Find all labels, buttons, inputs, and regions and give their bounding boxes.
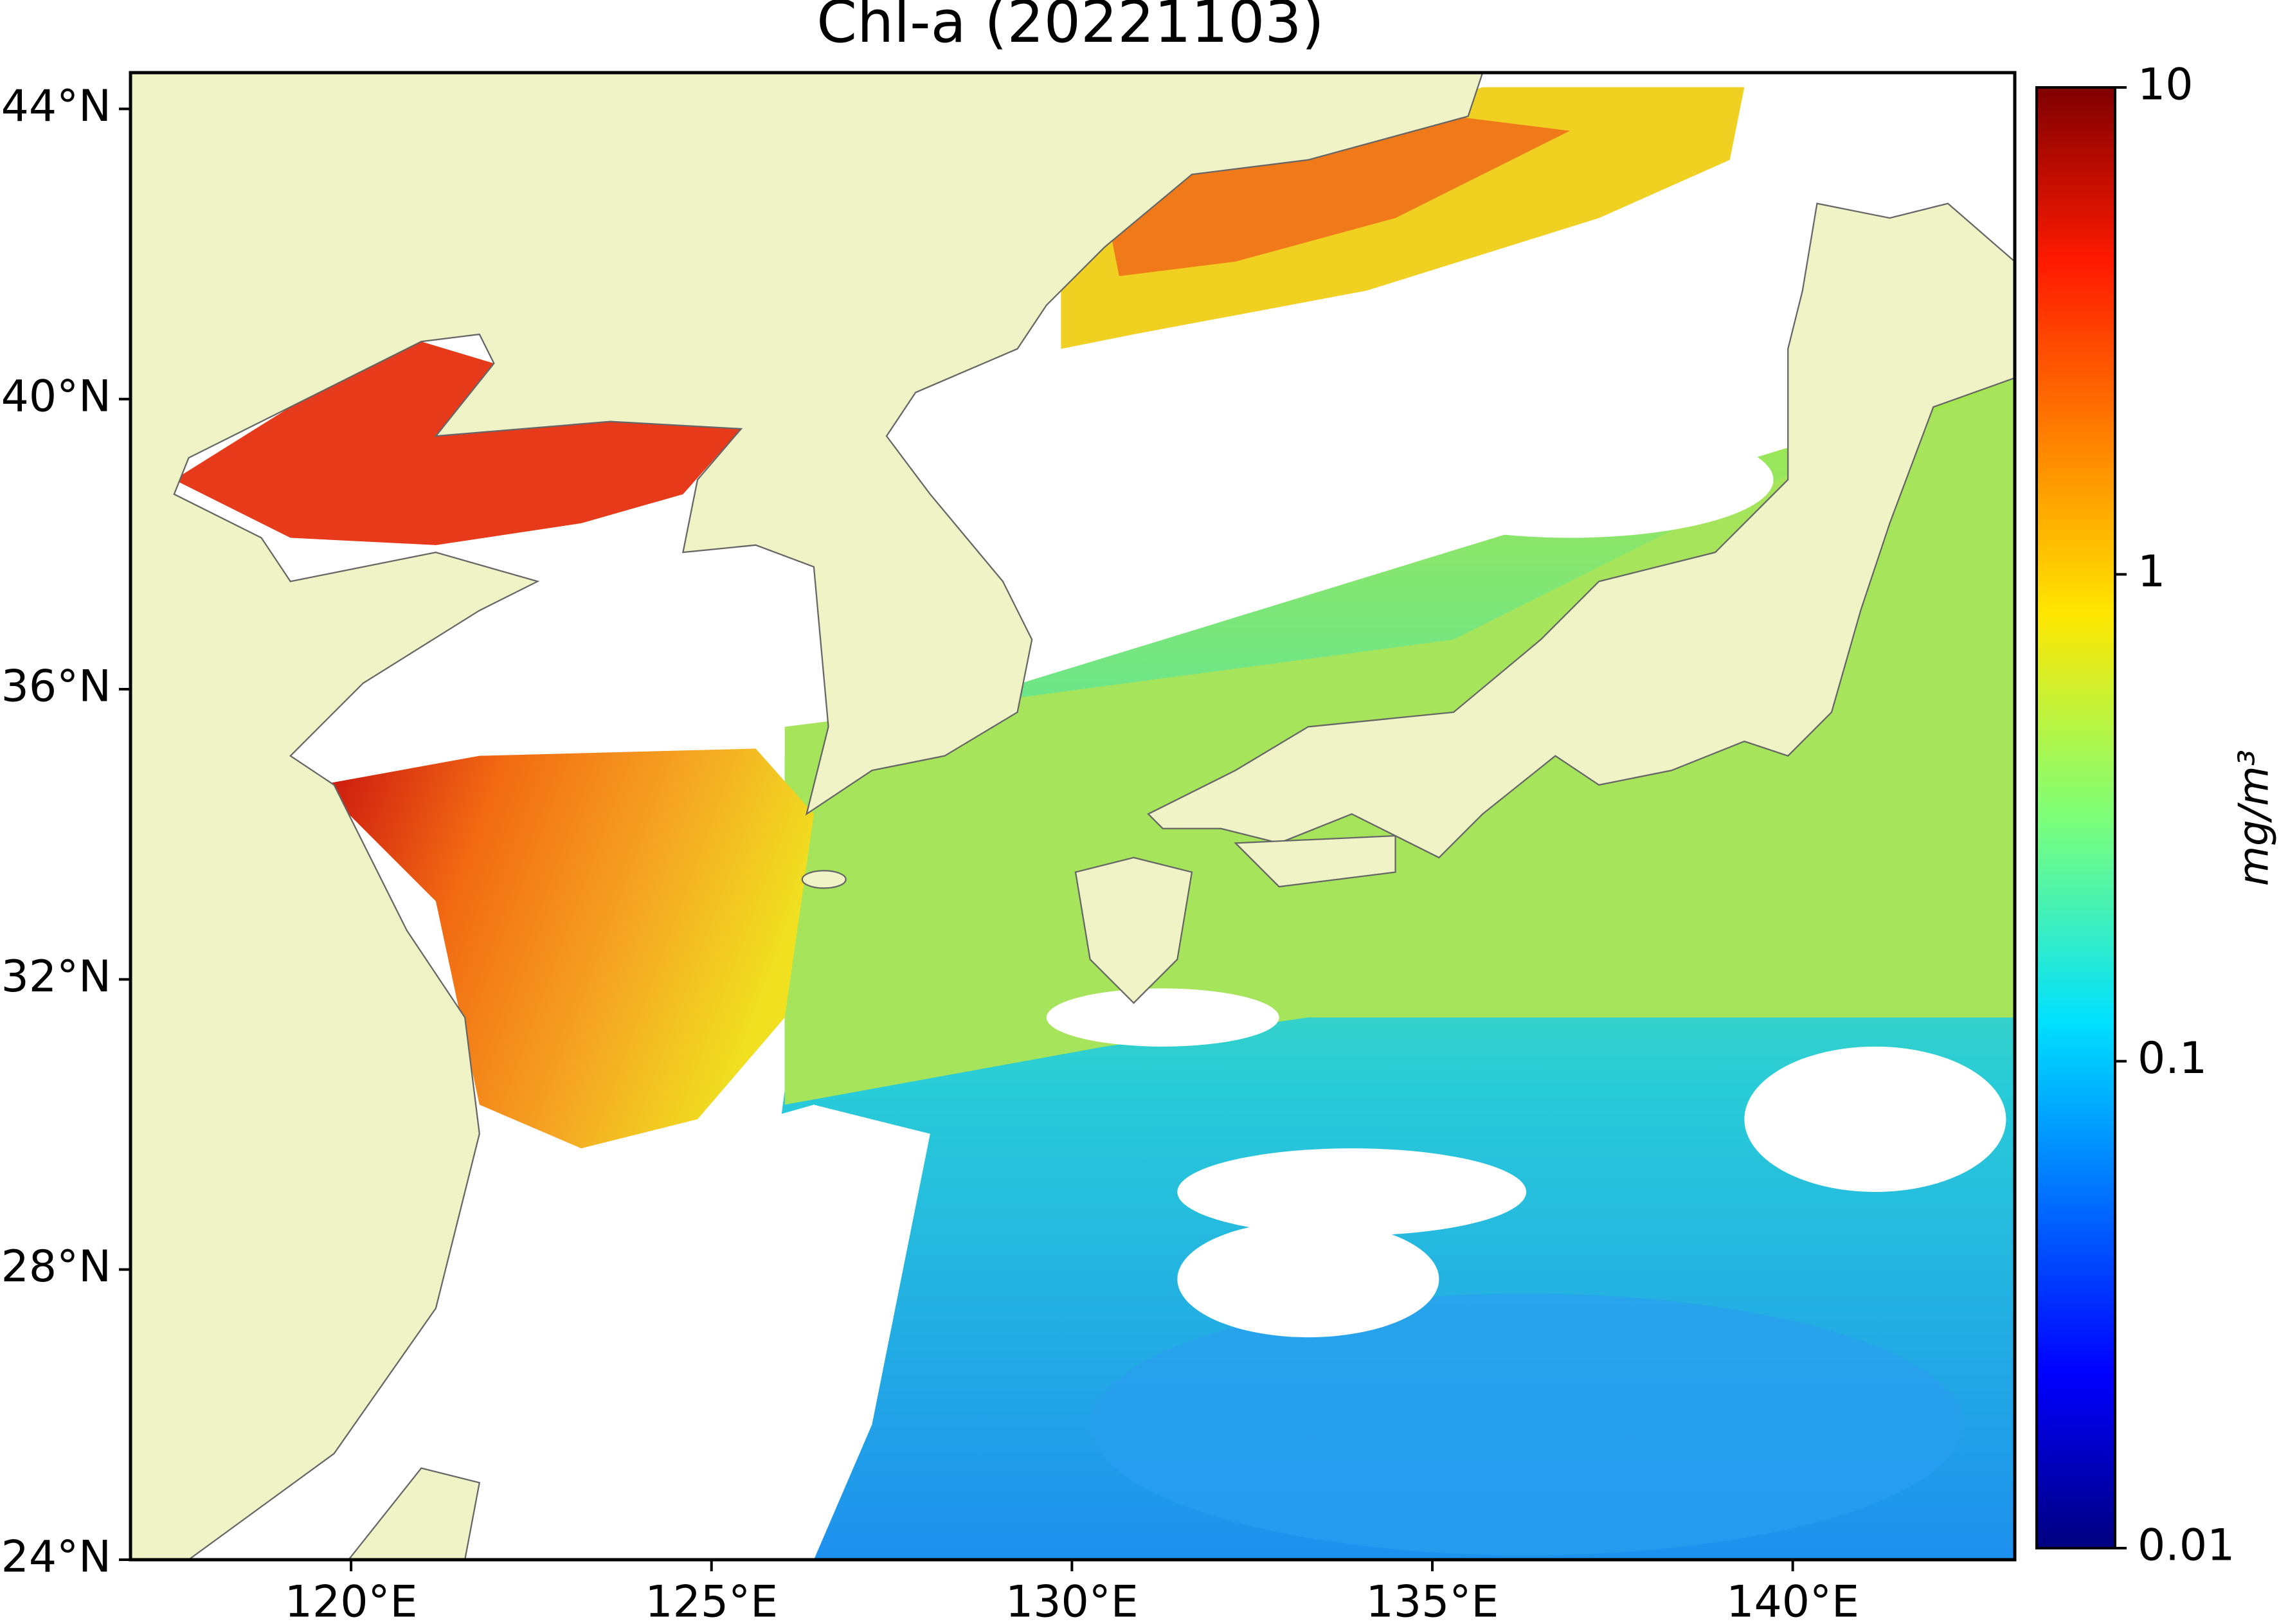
colorbar: [2035, 86, 2116, 1549]
x-tick-label: 130°E: [1005, 1577, 1139, 1621]
colorbar-tick-label: 0.1: [2138, 1033, 2207, 1084]
y-tick-label: 36°N: [1, 662, 111, 712]
map: [131, 73, 2015, 1560]
x-tick-label: 135°E: [1366, 1577, 1499, 1621]
colorbar-label: mg/m³: [2231, 750, 2278, 887]
x-tick-label: 120°E: [285, 1577, 418, 1621]
colorbar-tick-label: 1: [2138, 546, 2165, 597]
colorbar-tick-label: 10: [2138, 60, 2193, 111]
colorbar-tick-label: 0.01: [2138, 1520, 2235, 1571]
x-tick-label: 125°E: [645, 1577, 778, 1621]
chart-title: Chl-a (20221103): [816, 0, 1324, 56]
x-tick-label: 140°E: [1726, 1577, 1859, 1621]
y-tick-label: 44°N: [1, 81, 111, 132]
y-tick-label: 32°N: [1, 952, 111, 1002]
y-tick-label: 40°N: [1, 371, 111, 422]
y-tick-label: 28°N: [1, 1241, 111, 1292]
y-tick-label: 24°N: [1, 1532, 111, 1583]
